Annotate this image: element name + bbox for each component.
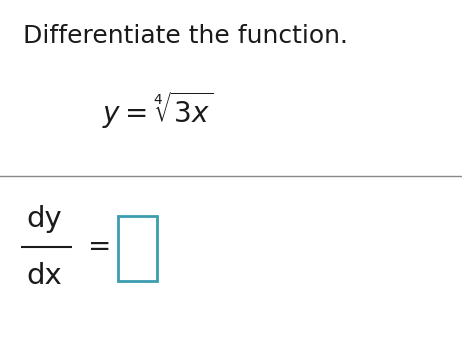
Text: =: = — [88, 233, 111, 261]
Text: $y = \sqrt[4]{3x}$: $y = \sqrt[4]{3x}$ — [102, 90, 213, 131]
Text: dx: dx — [26, 262, 62, 290]
Text: Differentiate the function.: Differentiate the function. — [23, 24, 348, 48]
Text: dy: dy — [26, 205, 62, 233]
Bar — [118, 216, 157, 281]
